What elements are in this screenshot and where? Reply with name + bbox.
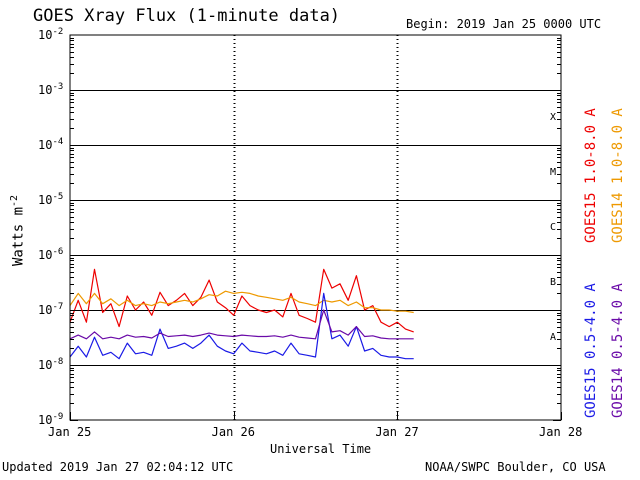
y-tick-label: 10-4 <box>38 137 63 152</box>
legend-entry: GOES14 1.0-8.0 A <box>610 108 626 243</box>
y-tick-label: 10-7 <box>38 302 63 317</box>
y-tick-label-exponent: -4 <box>52 137 64 147</box>
y-tick-label: 10-2 <box>38 27 63 42</box>
chart-title: GOES Xray Flux (1-minute data) <box>33 6 341 26</box>
y-tick-label-base: 10 <box>38 358 53 372</box>
legend-entry: GOES14 0.5-4.0 A <box>610 283 626 418</box>
series-lines <box>69 268 414 360</box>
flare-class-label: A <box>550 331 557 343</box>
y-tick-label-base: 10 <box>38 413 53 427</box>
day-divider-ticks <box>233 35 399 420</box>
y-tick-label: 10-6 <box>38 247 63 262</box>
legend-entry: GOES15 0.5-4.0 A <box>583 283 599 418</box>
y-tick-label-exponent: -6 <box>52 247 64 257</box>
flux-grid-lines <box>70 90 561 366</box>
begin-date: Begin: 2019 Jan 25 0000 UTC <box>406 17 602 31</box>
series-line <box>69 292 414 360</box>
flare-class-label: B <box>550 276 557 288</box>
y-tick-label-exponent: -7 <box>52 302 64 312</box>
flare-class-label: M <box>550 166 557 178</box>
y-tick-label-base: 10 <box>38 303 53 317</box>
y-tick-label-base: 10 <box>38 83 53 97</box>
x-tick-label: Jan 28 <box>539 425 583 439</box>
series-line <box>69 290 414 314</box>
y-axis-ticks <box>70 38 562 421</box>
y-axis-label: Watts m-2 <box>9 195 27 266</box>
y-tick-label-exponent: -8 <box>52 357 64 367</box>
y-tick-label-exponent: -5 <box>52 192 64 202</box>
updated-timestamp: Updated 2019 Jan 27 02:04:12 UTC <box>2 460 234 474</box>
y-tick-label-base: 10 <box>38 138 53 152</box>
y-tick-label: 10-5 <box>38 192 63 207</box>
y-tick-label-base: 10 <box>38 248 53 262</box>
y-tick-label: 10-3 <box>38 82 63 97</box>
series-line <box>69 309 414 340</box>
plot-frame <box>69 34 562 421</box>
flare-class-label: X <box>550 111 557 123</box>
legend-entry: GOES15 1.0-8.0 A <box>583 108 599 243</box>
y-tick-label-exponent: -3 <box>52 82 64 92</box>
y-tick-label: 10-8 <box>38 357 63 372</box>
flare-class-label: C <box>550 221 557 233</box>
x-axis-label: Universal Time <box>270 442 372 456</box>
x-tick-label: Jan 26 <box>211 425 256 439</box>
x-tick-label: Jan 25 <box>48 425 92 439</box>
y-tick-label-base: 10 <box>38 193 53 207</box>
y-axis-label-text: Watts m <box>10 206 27 266</box>
x-tick-label: Jan 27 <box>375 425 419 439</box>
series-line <box>69 268 414 333</box>
y-tick-label-exponent: -2 <box>52 27 64 37</box>
y-tick-label-exponent: -9 <box>52 412 64 422</box>
y-tick-label-base: 10 <box>38 28 53 42</box>
credit-line: NOAA/SWPC Boulder, CO USA <box>425 460 606 474</box>
y-axis-label-exponent: -2 <box>9 194 20 207</box>
y-tick-label: 10-9 <box>38 412 63 427</box>
